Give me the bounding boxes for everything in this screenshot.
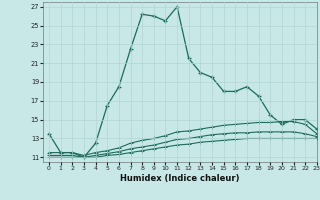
X-axis label: Humidex (Indice chaleur): Humidex (Indice chaleur) <box>120 174 240 183</box>
